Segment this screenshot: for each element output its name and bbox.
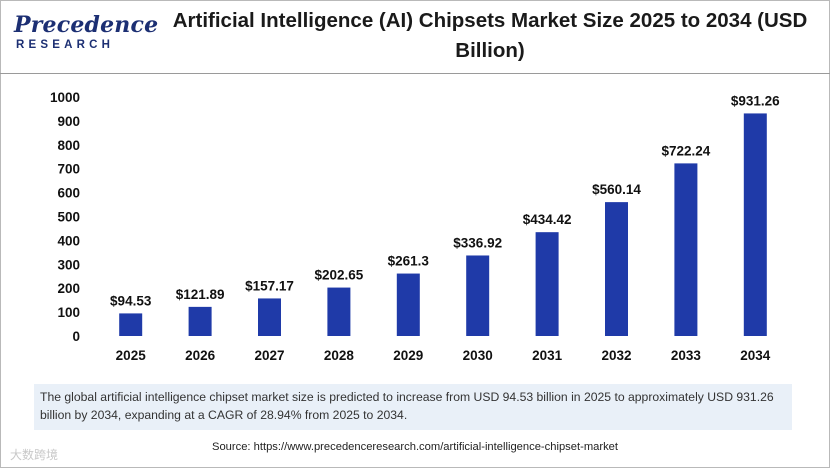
summary-note: The global artificial intelligence chips… [34, 384, 792, 430]
bar-2034 [743, 113, 767, 336]
logo-wordmark: Precedence [14, 12, 159, 38]
x-tick-label: 2029 [393, 348, 423, 363]
x-tick-label: 2031 [532, 348, 563, 363]
x-tick-label: 2027 [254, 348, 284, 363]
bar-2033 [674, 163, 698, 336]
data-label: $261.3 [388, 254, 430, 269]
y-tick-label: 700 [57, 162, 80, 177]
bar-chart: 0 100 200 300 400 500 600 700 800 900 1000 $94.53 20… [0, 74, 830, 374]
data-label: $560.14 [592, 182, 641, 197]
data-label: $336.92 [453, 235, 502, 250]
x-tick-label: 2028 [324, 348, 355, 363]
logo-subtitle: RESEARCH [16, 39, 115, 51]
bar-2032 [605, 202, 628, 336]
y-tick-label: 400 [57, 233, 80, 248]
header-divider [0, 73, 830, 74]
precedence-research-logo: Precedence RESEARCH [14, 12, 158, 58]
chart-title: Artificial Intelligence (AI) Chipsets Ma… [172, 9, 808, 62]
y-tick-label: 900 [57, 114, 80, 129]
x-tick-label: 2032 [601, 348, 631, 363]
data-label: $157.17 [245, 278, 294, 293]
bar-2031 [535, 232, 559, 336]
y-tick-label: 0 [72, 329, 80, 344]
bar-2027 [258, 298, 281, 336]
bar-2030 [466, 255, 490, 336]
y-tick-label: 200 [57, 281, 80, 296]
x-tick-label: 2026 [185, 348, 216, 363]
bar-2026 [188, 306, 212, 336]
data-label: $202.65 [314, 268, 363, 283]
data-label: $94.53 [110, 293, 152, 308]
source-citation: Source: https://www.precedenceresearch.c… [211, 441, 619, 453]
watermark-text: 大数跨境 [10, 448, 59, 462]
y-tick-label: 300 [57, 257, 80, 272]
x-tick-label: 2025 [116, 348, 147, 363]
data-label: $434.42 [523, 212, 572, 227]
bar-2028 [327, 287, 351, 336]
y-tick-label: 500 [57, 210, 80, 225]
bar-chart-svg: 0 100 200 300 400 500 600 700 800 900 1000 $94.53 20… [50, 90, 780, 363]
y-tick-label: 1000 [50, 90, 80, 105]
x-tick-label: 2030 [463, 348, 493, 363]
data-label: $722.24 [661, 143, 710, 158]
y-tick-label: 100 [57, 305, 80, 320]
bar-2025 [119, 313, 143, 336]
bar-2029 [396, 273, 420, 336]
y-tick-label: 800 [57, 138, 80, 153]
y-tick-label: 600 [57, 186, 80, 201]
x-tick-label: 2034 [740, 348, 771, 363]
x-tick-label: 2033 [671, 348, 702, 363]
data-label: $121.89 [176, 287, 225, 302]
data-label: $931.26 [731, 93, 780, 108]
